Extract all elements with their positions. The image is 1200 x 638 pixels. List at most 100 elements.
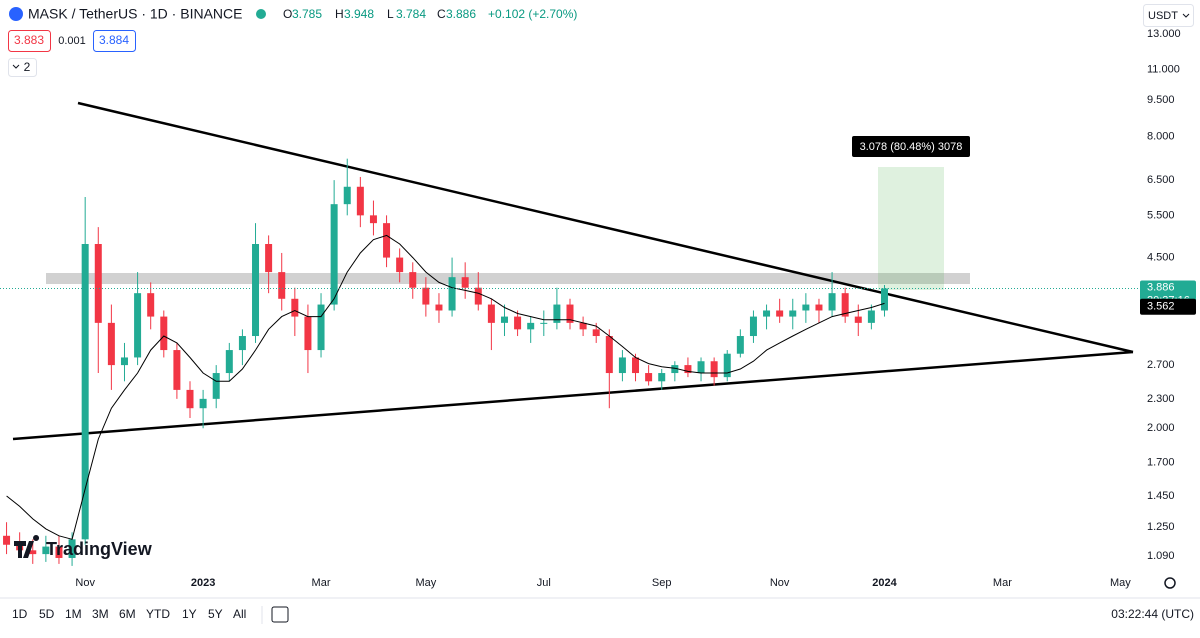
candle-body <box>540 322 548 324</box>
measure-label: 3.078 (80.48%) 3078 <box>860 141 963 153</box>
candle-body <box>448 277 456 311</box>
candle-body <box>553 304 561 323</box>
timeframe-button[interactable]: 1Y <box>182 607 197 621</box>
y-tick-label: 8.000 <box>1147 130 1175 142</box>
last-price-label: 3.886 <box>1147 281 1175 293</box>
indicators-toggle[interactable] <box>8 58 37 77</box>
candle-body <box>120 357 128 366</box>
candle-body <box>500 316 508 323</box>
candle-body <box>330 204 338 305</box>
candle-body <box>854 316 862 323</box>
candle-body <box>632 357 640 374</box>
candle-body <box>396 257 404 273</box>
timeframe-button[interactable]: 1M <box>65 607 82 621</box>
candle-body <box>527 322 535 330</box>
candle-body <box>343 186 351 205</box>
chevron <box>1182 13 1190 18</box>
x-tick-label: May <box>1110 577 1131 589</box>
moving-average <box>6 234 885 540</box>
candle-body <box>29 550 37 555</box>
timeframe-button[interactable]: 1D <box>12 607 28 621</box>
candle-body <box>252 244 260 337</box>
buy-button[interactable] <box>93 30 136 52</box>
x-tick-label: Mar <box>312 577 331 589</box>
ohlc-key: O <box>283 7 292 21</box>
candle-body <box>697 361 705 374</box>
candle-body <box>867 310 875 323</box>
candle-body <box>461 277 469 288</box>
candle-body <box>776 310 784 317</box>
candle-body <box>160 316 168 351</box>
ohlc: O 3.785 H 3.948 L 3.784 C 3.886 <box>283 7 476 21</box>
candle-body <box>435 304 443 311</box>
y-tick-label: 13.000 <box>1147 28 1181 40</box>
ohlc-value: 3.948 <box>344 7 374 21</box>
timeframe-button[interactable]: 6M <box>119 607 136 621</box>
candle-body <box>317 304 325 351</box>
resistance-zone <box>46 273 970 284</box>
candle-body <box>802 304 810 311</box>
candle-body <box>238 336 246 351</box>
candle-body <box>278 272 286 299</box>
indicator-count: 2 <box>24 60 31 74</box>
x-tick-label: Jul <box>537 577 551 589</box>
candle-body <box>592 329 600 337</box>
sell-button[interactable] <box>8 30 51 52</box>
timeframe-button[interactable]: All <box>233 607 246 621</box>
ohlc-value: 3.785 <box>292 7 322 21</box>
date-range-icon[interactable] <box>271 606 289 623</box>
y-tick-label: 2.700 <box>1147 359 1175 371</box>
x-axis: Nov 2023 Mar May Jul Sep Nov 2024 Mar May <box>75 577 1131 589</box>
timeframe-button[interactable]: 3M <box>92 607 109 621</box>
candle-body <box>409 272 417 288</box>
x-tick-label: 2023 <box>191 577 215 589</box>
currency-button[interactable] <box>1143 4 1194 27</box>
candle-body <box>880 288 888 311</box>
candle-body <box>107 322 115 366</box>
candle-body <box>710 361 718 378</box>
candle-body <box>841 293 849 317</box>
candle-body <box>134 293 142 358</box>
candle-body <box>514 316 522 330</box>
settings-icon[interactable] <box>1164 577 1176 589</box>
y-tick-label: 1.250 <box>1147 521 1175 533</box>
y-tick-label: 6.500 <box>1147 174 1175 186</box>
measure-box <box>878 167 944 290</box>
candle-body <box>645 373 653 382</box>
market-status[interactable] <box>256 9 266 19</box>
timeframe-button[interactable]: 5Y <box>208 607 223 621</box>
clock[interactable]: 03:22:44 (UTC) <box>1111 607 1194 621</box>
ohlc-value: 3.886 <box>446 7 476 21</box>
candle-body <box>487 304 495 323</box>
ask: 3.884 <box>99 33 129 47</box>
candle-body <box>684 365 692 374</box>
candle-body <box>815 304 823 311</box>
y-tick-label: 1.700 <box>1147 456 1175 468</box>
candle-body <box>474 287 482 305</box>
timeframe-button[interactable]: YTD <box>146 607 170 621</box>
candle-body <box>94 244 102 323</box>
candle-body <box>828 293 836 311</box>
measure-label-box <box>852 136 970 157</box>
ohlc-key: C <box>437 7 446 21</box>
upper-trendline <box>77 101 1134 354</box>
candle-body <box>291 298 299 317</box>
candle-body <box>147 293 155 317</box>
candle-body <box>3 535 11 545</box>
candle-body <box>763 310 771 317</box>
candle-body <box>212 373 220 399</box>
candle-body <box>605 336 613 374</box>
y-tick-label: 5.500 <box>1147 209 1175 221</box>
chevron <box>12 64 20 69</box>
x-tick-label: Sep <box>652 577 672 589</box>
y-tick-label: 1.090 <box>1147 550 1175 562</box>
timeframe-button[interactable]: 5D <box>39 607 55 621</box>
candle-body <box>55 546 63 558</box>
candle-body <box>356 186 364 216</box>
candle-body <box>68 539 76 558</box>
lower-trendline <box>12 350 1134 441</box>
x-tick-label: 2024 <box>872 577 897 589</box>
symbol-title[interactable]: MASK / TetherUS · 1D · BINANCE <box>28 6 242 22</box>
